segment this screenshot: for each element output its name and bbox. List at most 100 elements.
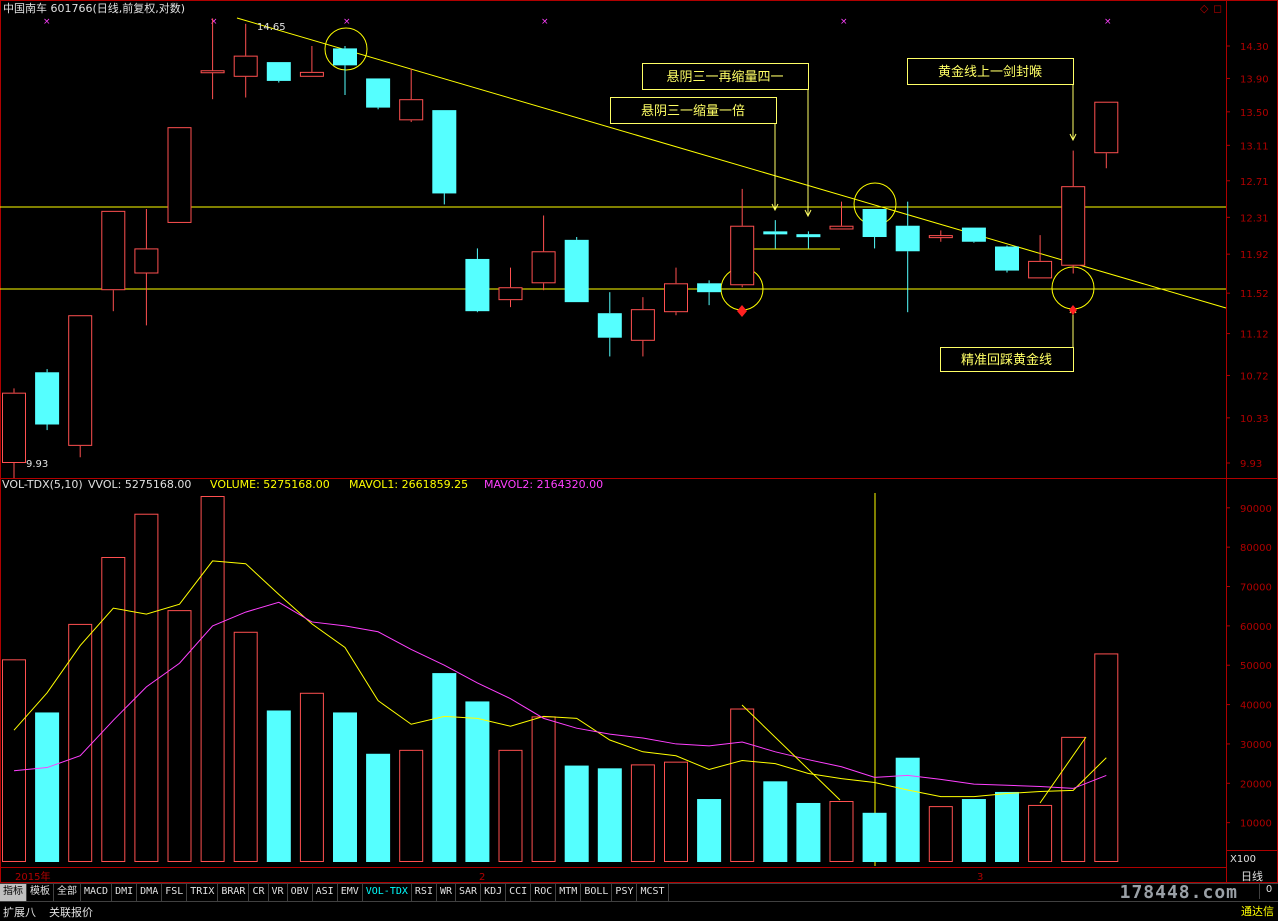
volume-bars[interactable] xyxy=(2,496,1119,863)
volume-bar xyxy=(829,801,854,862)
candle xyxy=(465,248,490,313)
candle-body xyxy=(2,392,26,463)
annotation-text: 黄金线上一剑封喉 xyxy=(938,64,1042,80)
price-tick-label: 9.93 xyxy=(1240,459,1262,470)
candle-body xyxy=(995,246,1019,271)
tab-psy[interactable]: PSY xyxy=(612,884,638,901)
candle-body xyxy=(233,55,258,77)
tab-kdj[interactable]: KDJ xyxy=(481,884,507,901)
tab-mcst[interactable]: MCST xyxy=(637,884,669,901)
low-price-label: 9.93 xyxy=(26,459,48,470)
candle-body xyxy=(498,287,523,301)
top-marker: × xyxy=(541,17,549,27)
highlight-circle xyxy=(324,27,368,71)
annotation-frame xyxy=(907,58,1074,85)
volume-tick-label: 30000 xyxy=(1240,740,1272,751)
annotation-frame xyxy=(610,97,777,124)
candle-body xyxy=(167,127,192,223)
tab-vr[interactable]: VR xyxy=(269,884,288,901)
candle xyxy=(2,388,26,479)
window-restore-icon[interactable]: ◇ xyxy=(1200,2,1209,15)
tab-trix[interactable]: TRIX xyxy=(187,884,219,901)
tab-end-button[interactable]: 0 xyxy=(1259,884,1278,899)
annotation-text: 悬阴三一缩量一倍 xyxy=(641,103,745,119)
candle xyxy=(961,227,986,243)
tab-vol-tdx[interactable]: VOL-TDX xyxy=(363,884,412,901)
tab-wr[interactable]: WR xyxy=(437,884,457,901)
volume-bar xyxy=(432,673,457,862)
indicator-name[interactable]: VOL-TDX(5,10) xyxy=(2,478,83,491)
candle-body xyxy=(697,283,722,293)
tab-dmi[interactable]: DMI xyxy=(112,884,138,901)
candle xyxy=(564,237,589,303)
volume-bar xyxy=(697,799,722,862)
top-marker: × xyxy=(210,17,218,27)
candle-body xyxy=(134,248,159,274)
low-point-marker xyxy=(737,305,747,317)
top-marker: × xyxy=(343,17,351,27)
price-tick-label: 10.33 xyxy=(1240,414,1269,425)
annotation-box: 悬阴三一缩量一倍 xyxy=(610,97,779,212)
annotation-text: 悬阴三一再缩量四一 xyxy=(666,69,783,85)
tab-全部[interactable]: 全部 xyxy=(54,884,81,901)
candle xyxy=(796,231,821,249)
tab-boll[interactable]: BOLL xyxy=(581,884,613,901)
window-close-icon[interactable]: ◻ xyxy=(1213,2,1222,15)
volume-bar xyxy=(597,768,622,862)
tab-emv[interactable]: EMV xyxy=(338,884,363,901)
candle xyxy=(697,280,722,306)
candle-body xyxy=(630,309,655,341)
candle xyxy=(432,110,457,205)
stock-chart[interactable]: 14.30 13.90 13.50 13.11 12.71 12.31 11.92 11.52… xyxy=(0,0,1278,883)
price-tick-label: 11.92 xyxy=(1240,250,1269,261)
tab-brar[interactable]: BRAR xyxy=(218,884,250,901)
volume-axis: 90000 80000 70000 60000 50000 40000 30000 20000… xyxy=(1226,504,1272,830)
tab-模板[interactable]: 模板 xyxy=(27,884,54,901)
tab-obv[interactable]: OBV xyxy=(288,884,313,901)
volume-bar xyxy=(928,806,953,863)
candle-body xyxy=(1061,186,1086,266)
candle-body xyxy=(730,225,755,286)
volume-bar xyxy=(1028,804,1053,863)
candle xyxy=(200,18,225,100)
candlesticks[interactable] xyxy=(2,18,1119,479)
volume-arrow-up xyxy=(1039,736,1087,804)
volume-bar xyxy=(333,712,357,862)
annotation-arrowhead xyxy=(771,203,779,212)
volume-tick-label: 50000 xyxy=(1240,661,1272,672)
tab-cr[interactable]: CR xyxy=(249,884,269,901)
candle-body xyxy=(664,283,688,313)
tab-asi[interactable]: ASI xyxy=(313,884,338,901)
candle-body xyxy=(531,251,556,284)
annotation-frame xyxy=(642,63,809,90)
chart-title: 中国南车 601766(日线,前复权,对数) xyxy=(3,1,185,15)
candle xyxy=(531,215,556,291)
bottom-bar: 扩展八 关联报价 xyxy=(0,901,1278,921)
candle-body xyxy=(796,234,821,238)
annotation-arrowhead xyxy=(804,209,812,218)
candle xyxy=(366,78,391,110)
volume-bar xyxy=(498,749,523,862)
price-tick-label: 10.72 xyxy=(1240,371,1269,382)
mavol1-line xyxy=(13,560,1107,798)
high-price-label: 14.65 xyxy=(257,22,286,33)
app-name: 通达信 xyxy=(1241,905,1274,918)
candle xyxy=(266,62,291,83)
top-marker: × xyxy=(840,17,848,27)
tab-roc[interactable]: ROC xyxy=(531,884,557,901)
volume-tick-label: 10000 xyxy=(1240,819,1272,830)
expand-button[interactable]: 扩展八 xyxy=(3,906,36,919)
volume-bar xyxy=(2,659,26,862)
tab-rsi[interactable]: RSI xyxy=(412,884,437,901)
volume-arrow-down xyxy=(741,704,841,801)
price-axis: 14.30 13.90 13.50 13.11 12.71 12.31 11.92 11.52… xyxy=(43,17,1269,470)
tab-dma[interactable]: DMA xyxy=(137,884,163,901)
tab-fsl[interactable]: FSL xyxy=(162,884,188,901)
tab-sar[interactable]: SAR xyxy=(456,884,482,901)
tab-macd[interactable]: MACD xyxy=(81,884,113,901)
tab-mtm[interactable]: MTM xyxy=(556,884,582,901)
tab-指标[interactable]: 指标 xyxy=(0,884,27,901)
candle-body xyxy=(829,225,854,230)
related-quotes-button[interactable]: 关联报价 xyxy=(49,906,93,919)
tab-cci[interactable]: CCI xyxy=(506,884,532,901)
